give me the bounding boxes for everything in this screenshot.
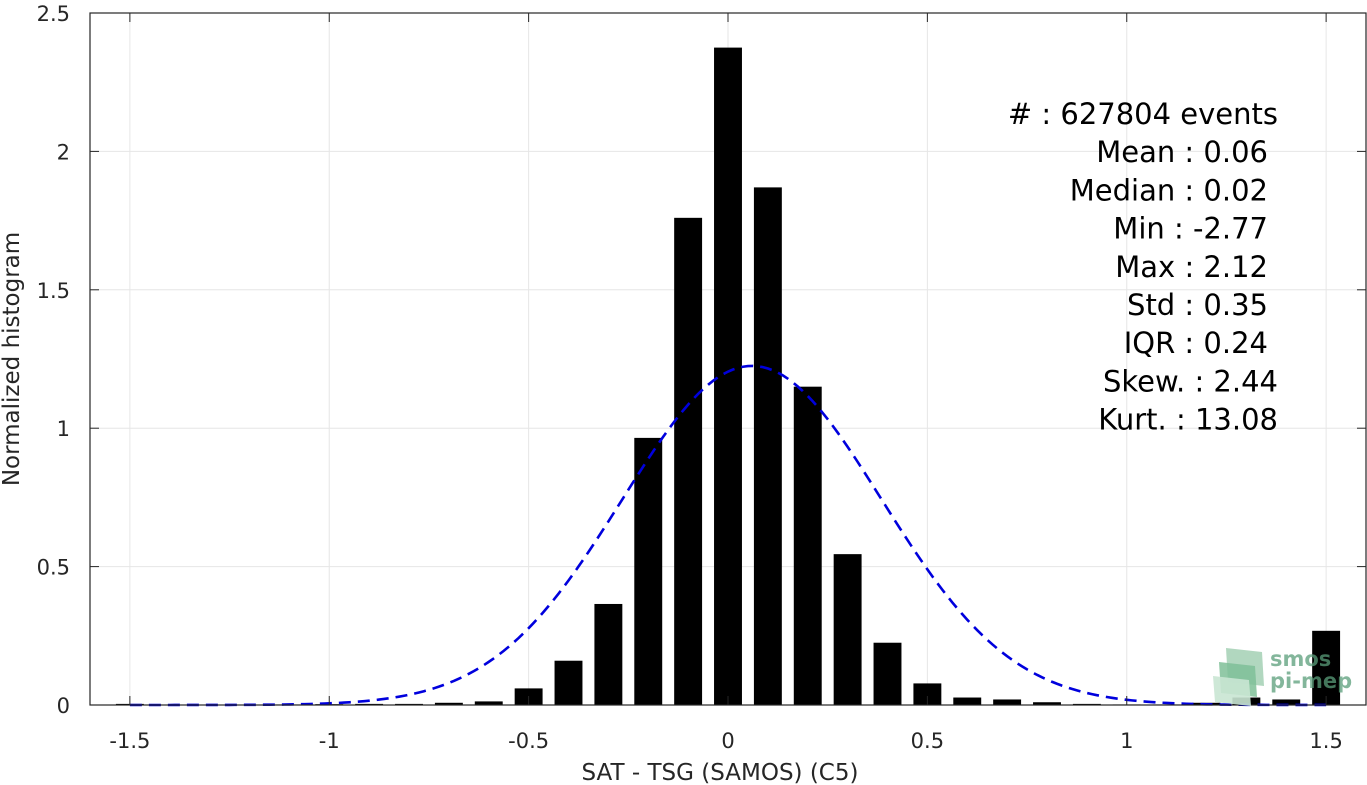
histogram-bar bbox=[674, 217, 703, 705]
smos-pimep-logo: smos pi-mep bbox=[1213, 647, 1352, 706]
histogram-bar bbox=[1272, 699, 1301, 705]
stats-line: # : 627804 events bbox=[1008, 97, 1278, 131]
histogram-bar bbox=[714, 47, 742, 706]
stats-annotation: # : 627804 events Mean : 0.06 Median : 0.0… bbox=[1008, 97, 1278, 437]
bars bbox=[115, 47, 1341, 706]
histogram-bar bbox=[1033, 702, 1061, 705]
stats-line: Kurt. : 13.08 bbox=[1098, 403, 1278, 437]
x-tick-label: 1.5 bbox=[1309, 729, 1342, 753]
y-tick-label: 2 bbox=[57, 140, 70, 164]
y-tick-label: 0 bbox=[57, 694, 70, 718]
histogram-bar bbox=[913, 683, 942, 705]
histogram-bar bbox=[1312, 630, 1341, 705]
histogram-bar bbox=[554, 660, 583, 705]
y-tick-label: 1.5 bbox=[37, 279, 70, 303]
histogram-bar bbox=[474, 701, 503, 705]
stats-line: Skew. : 2.44 bbox=[1103, 364, 1278, 398]
x-axis-label: SAT - TSG (SAMOS) (C5) bbox=[582, 760, 859, 785]
x-tick-label: -0.5 bbox=[508, 729, 549, 753]
x-tick-labels: -1.5 -1 -0.5 0 0.5 1 1.5 bbox=[109, 729, 1342, 753]
stats-line: Min : -2.77 bbox=[1113, 212, 1268, 246]
histogram-bar bbox=[833, 554, 862, 705]
x-tick-label: 1 bbox=[1120, 729, 1133, 753]
histogram-bar bbox=[434, 702, 463, 705]
histogram-bar bbox=[753, 187, 782, 705]
stats-line: Max : 2.12 bbox=[1115, 250, 1268, 284]
stats-line: Mean : 0.06 bbox=[1096, 135, 1268, 169]
stats-line: Std : 0.35 bbox=[1127, 288, 1268, 322]
histogram-bar bbox=[993, 699, 1022, 705]
x-tick-label: 0.5 bbox=[911, 729, 944, 753]
y-axis-label: Normalized histogram bbox=[0, 232, 25, 486]
histogram-bar bbox=[594, 603, 623, 705]
y-tick-labels: 0 0.5 1 1.5 2 2.5 bbox=[37, 2, 70, 718]
histogram-bar bbox=[953, 697, 982, 705]
y-tick-label: 0.5 bbox=[37, 556, 70, 580]
x-tick-label: -1.5 bbox=[109, 729, 150, 753]
histogram-bar bbox=[793, 386, 822, 705]
logo-emblem-icon bbox=[1213, 648, 1264, 706]
x-tick-label: -1 bbox=[319, 729, 340, 753]
y-tick-label: 2.5 bbox=[37, 2, 70, 26]
logo-text-smos: smos bbox=[1270, 647, 1331, 671]
logo-text-pimep: pi-mep bbox=[1270, 669, 1352, 693]
ticks bbox=[90, 12, 1366, 706]
x-tick-label: 0 bbox=[721, 729, 734, 753]
histogram-bar bbox=[634, 437, 663, 705]
stats-line: IQR : 0.24 bbox=[1124, 326, 1268, 360]
histogram-bar bbox=[873, 642, 902, 705]
stats-line: Median : 0.02 bbox=[1070, 173, 1268, 207]
y-tick-label: 1 bbox=[57, 417, 70, 441]
